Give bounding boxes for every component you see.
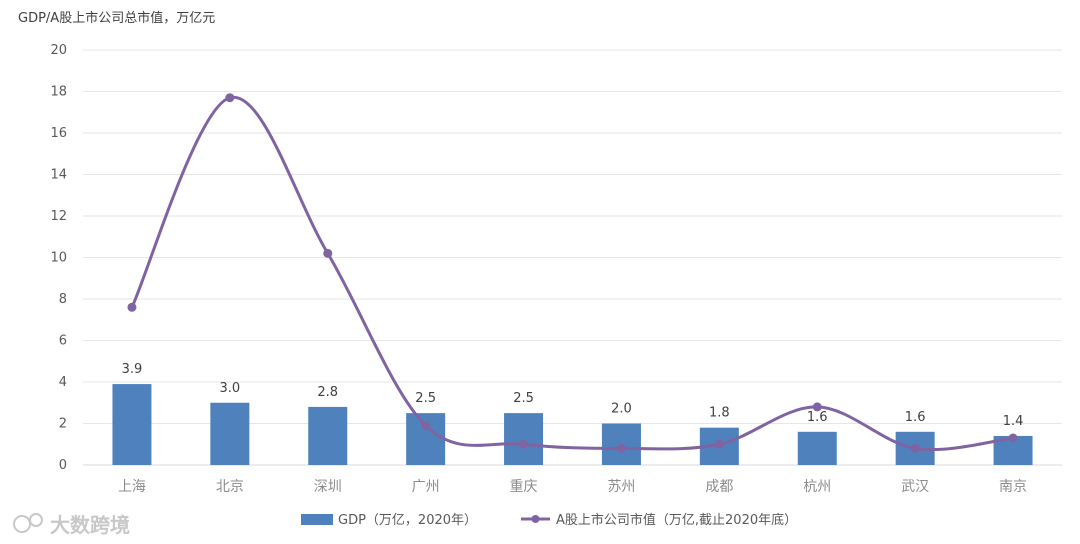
legend-label-market-cap: A股上市公司市值（万亿,截止2020年底）	[556, 512, 797, 528]
gdp-data-label: 1.8	[709, 406, 730, 421]
x-tick-label: 苏州	[607, 479, 635, 495]
market-cap-series-line	[130, 95, 1014, 452]
gdp-data-label: 2.8	[317, 385, 338, 400]
watermark: 大数跨境	[13, 513, 130, 537]
y-tick-label: 18	[50, 85, 67, 100]
legend-swatch-gdp	[301, 514, 333, 525]
gdp-bar	[308, 406, 348, 465]
market-cap-line	[127, 93, 1018, 453]
x-tick-label: 北京	[216, 479, 244, 495]
x-tick-label: 上海	[118, 479, 146, 495]
y-tick-label: 16	[50, 126, 67, 141]
market-cap-point	[225, 93, 235, 103]
gdp-data-label: 3.0	[220, 381, 241, 396]
y-tick-label: 12	[50, 209, 67, 224]
market-cap-point	[1008, 433, 1018, 443]
gdp-data-label: 2.5	[415, 391, 436, 406]
gdp-bar	[797, 431, 837, 465]
x-tick-label: 成都	[705, 479, 733, 495]
y-tick-label: 0	[59, 458, 67, 473]
y-tick-label: 6	[59, 334, 67, 349]
market-cap-point	[127, 302, 137, 312]
market-cap-point	[910, 443, 920, 453]
market-cap-point	[323, 248, 333, 258]
y-tick-label: 20	[50, 43, 67, 58]
y-tick-label: 2	[59, 417, 67, 432]
legend-marker-market-cap	[531, 515, 540, 523]
x-tick-label: 武汉	[901, 479, 929, 495]
x-tick-label: 重庆	[510, 479, 538, 495]
y-tick-label: 10	[50, 251, 67, 266]
gdp-data-label: 1.6	[905, 410, 926, 425]
x-tick-labels: 上海 北京 深圳 广州 重庆 苏州 成都 杭州 武汉 南京	[118, 479, 1027, 495]
gdp-bar	[406, 413, 446, 465]
y-tick-label: 14	[50, 168, 67, 183]
gdp-data-label: 2.0	[611, 402, 632, 417]
market-cap-point	[616, 443, 626, 453]
y-tick-label: 4	[59, 375, 67, 390]
market-cap-point	[519, 439, 529, 449]
gdp-data-labels: 3.9 3.0 2.8 2.5 2.5 2.0 1.8 1.6 1.6 1.4	[122, 362, 1024, 429]
watermark-logo-icon-2	[29, 513, 43, 527]
x-tick-label: 杭州	[803, 479, 831, 495]
y-tick-labels: 0 2 4 6 8 10 12 14 16 18 20	[50, 43, 67, 473]
gdp-bar	[504, 413, 544, 465]
legend: GDP（万亿，2020年） A股上市公司市值（万亿,截止2020年底）	[301, 512, 797, 528]
market-cap-point	[812, 402, 822, 412]
watermark-text: 大数跨境	[50, 513, 130, 537]
gdp-data-label: 3.9	[122, 362, 143, 377]
gdp-bars	[112, 384, 1033, 465]
watermark-logo-icon	[13, 515, 31, 533]
market-cap-point	[714, 439, 724, 449]
legend-label-gdp: GDP（万亿，2020年）	[338, 513, 477, 528]
market-cap-point	[421, 421, 431, 431]
gdp-data-label: 1.4	[1003, 414, 1024, 429]
x-tick-label: 广州	[412, 479, 440, 495]
x-tick-label: 深圳	[314, 479, 342, 495]
gdp-bar	[210, 402, 250, 465]
y-axis-title: GDP/A股上市公司总市值，万亿元	[18, 10, 215, 26]
gdp-bar	[112, 384, 152, 465]
gdp-data-label: 2.5	[513, 391, 534, 406]
y-tick-label: 8	[59, 292, 67, 307]
x-tick-label: 南京	[999, 479, 1027, 495]
gdp-data-label: 1.6	[807, 410, 828, 425]
